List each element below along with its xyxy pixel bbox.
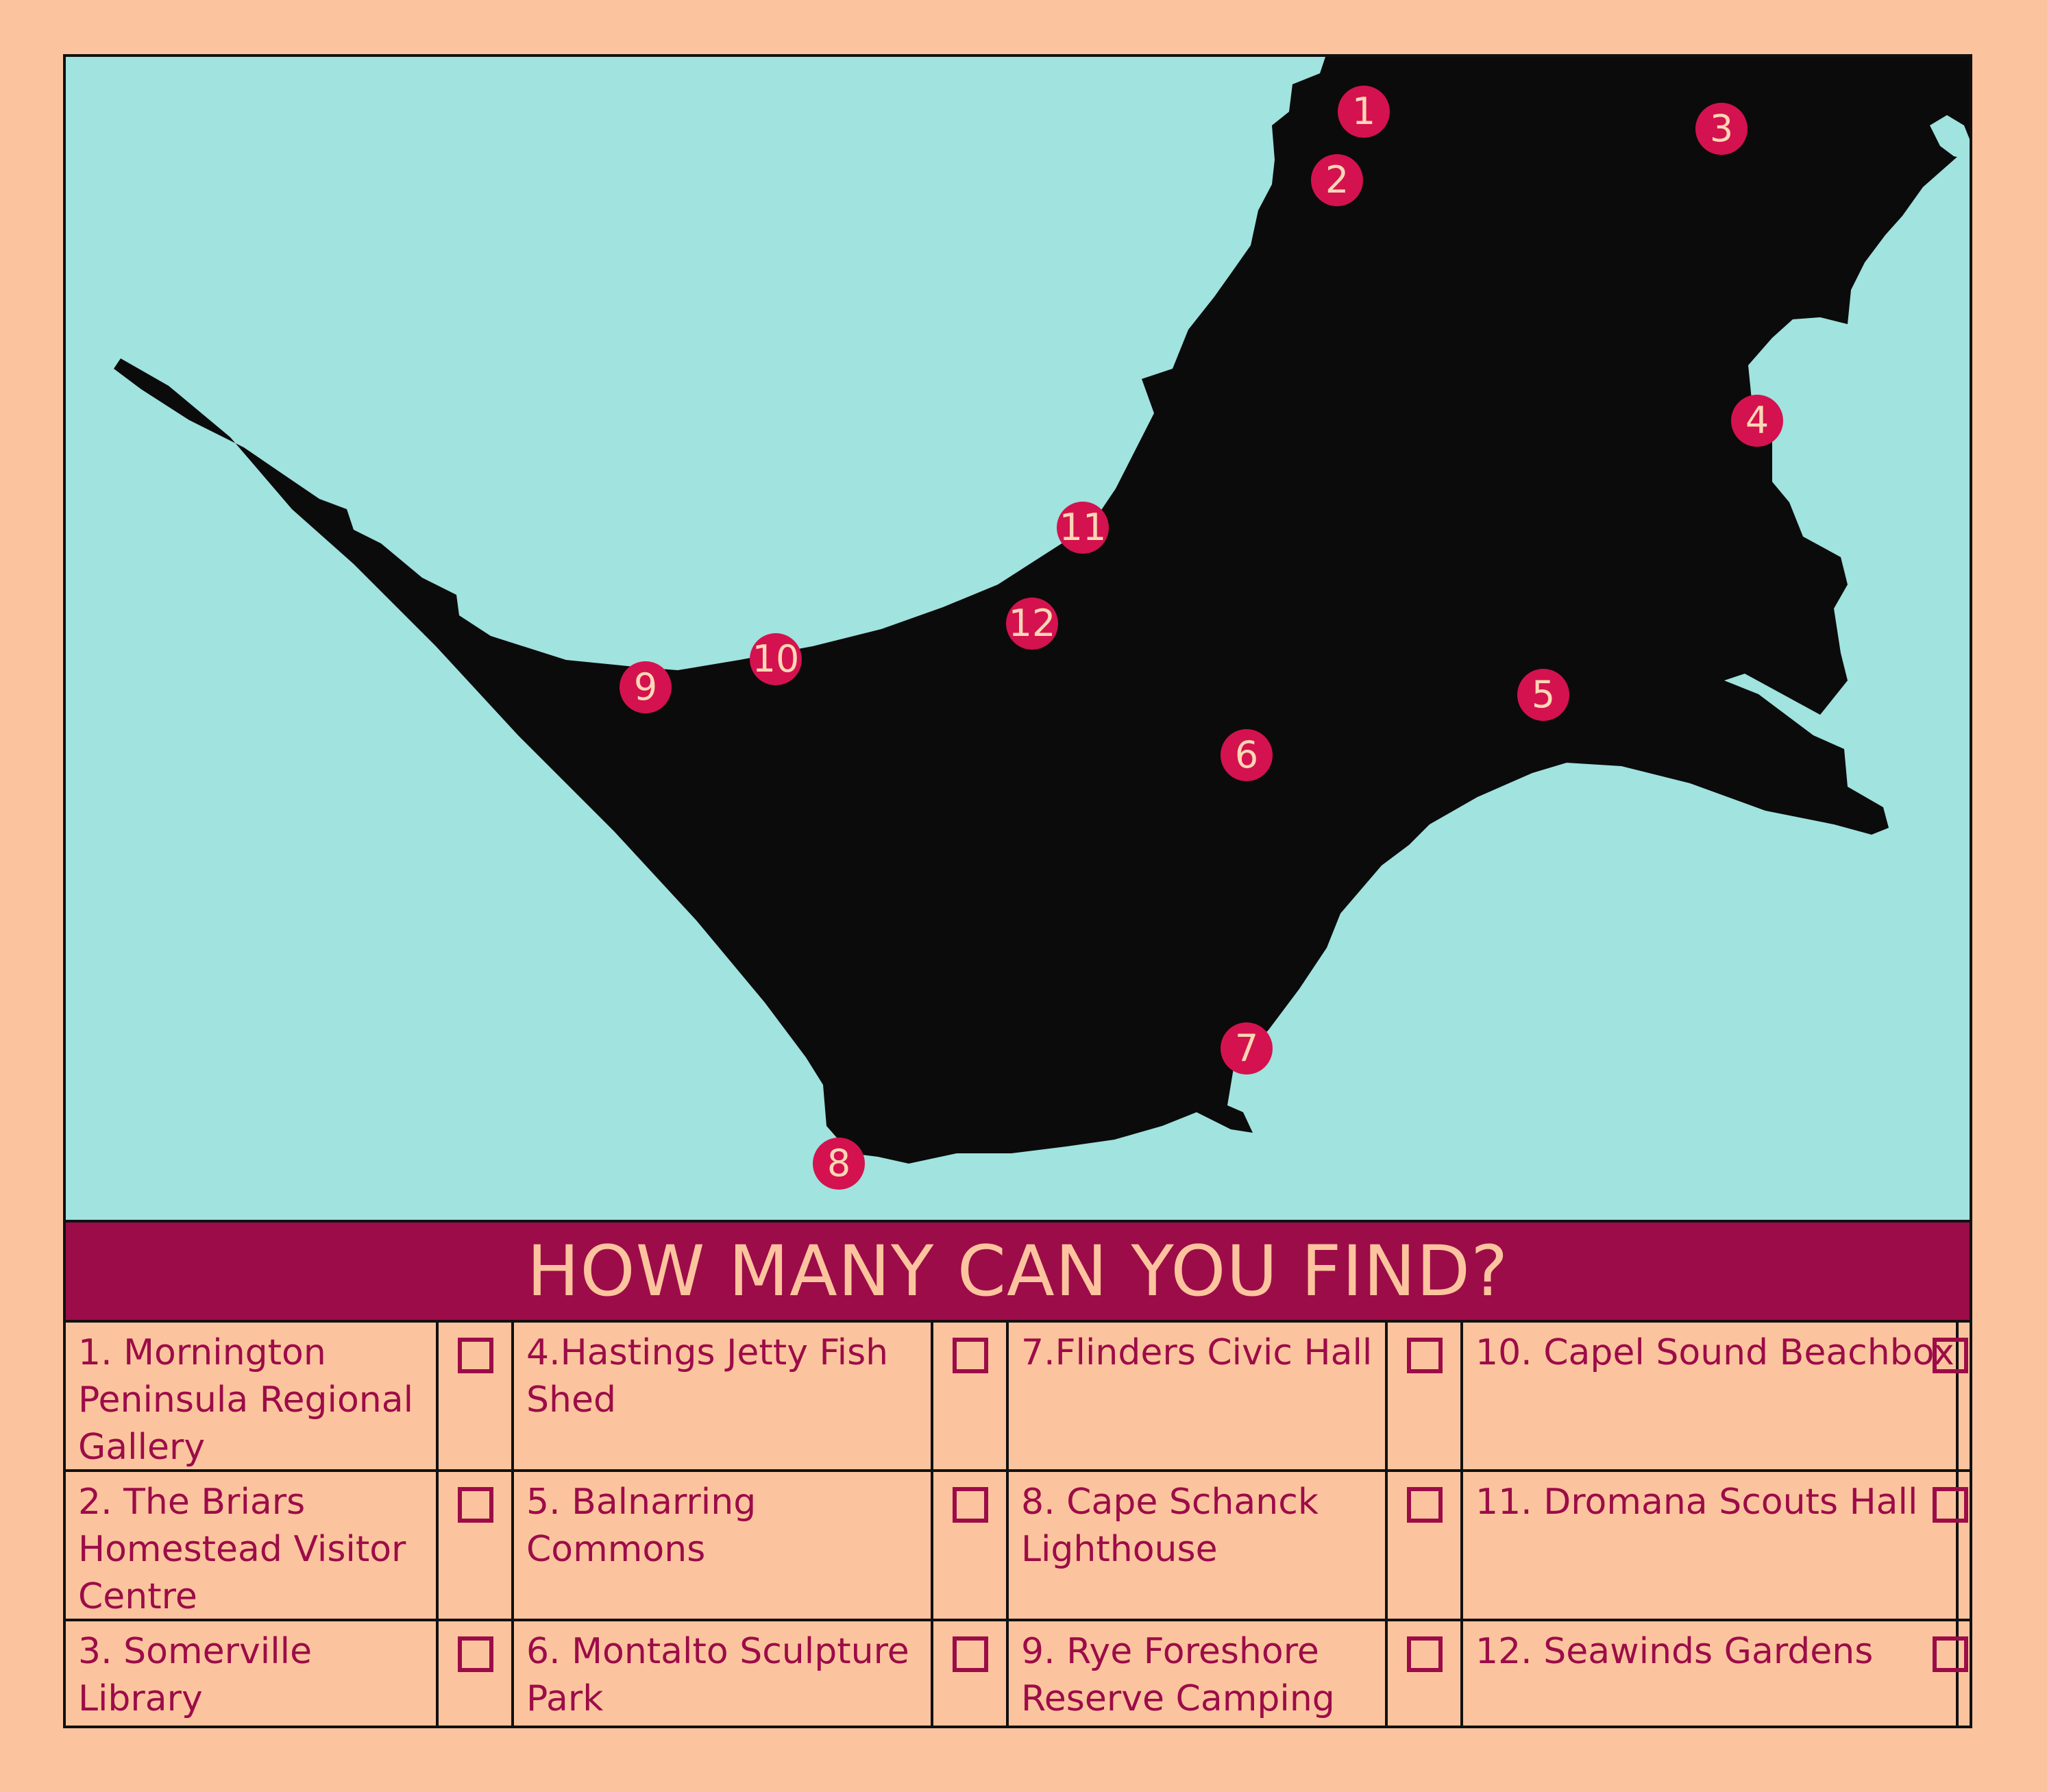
marker-number: 7 [1234, 1027, 1259, 1070]
checkbox[interactable] [953, 1636, 988, 1672]
checklist-label: 3. Somerville Library [78, 1631, 312, 1719]
checkbox[interactable] [1933, 1338, 1968, 1373]
map-marker[interactable]: 9 [620, 661, 672, 713]
map-marker[interactable]: 5 [1517, 669, 1569, 721]
title-banner: HOW MANY CAN YOU FIND? [66, 1220, 1970, 1323]
map-marker[interactable]: 6 [1221, 729, 1273, 781]
map-marker[interactable]: 2 [1311, 154, 1363, 206]
checklist-item: 5. Balnarring Commons [514, 1472, 933, 1621]
checklist-item: 6. Montalto Sculpture Park [514, 1621, 933, 1726]
map-marker[interactable]: 1 [1338, 86, 1390, 138]
checkbox[interactable] [953, 1338, 988, 1373]
marker-number: 12 [1008, 602, 1056, 645]
map-marker[interactable]: 8 [813, 1138, 865, 1190]
marker-number: 10 [752, 637, 800, 680]
marker-number: 9 [633, 665, 658, 709]
checkbox-cell [439, 1621, 514, 1726]
checklist-item: 11. Dromana Scouts Hall [1463, 1472, 1959, 1621]
marker-number: 11 [1059, 506, 1107, 549]
checkbox[interactable] [458, 1636, 493, 1672]
inlet-water [1930, 115, 1970, 160]
checkbox-cell [1933, 1323, 1970, 1472]
checklist-item: 7.Flinders Civic Hall [1009, 1323, 1388, 1472]
checkbox[interactable] [1407, 1487, 1443, 1523]
checkbox[interactable] [458, 1487, 493, 1523]
checkbox[interactable] [458, 1338, 493, 1373]
checklist-label: 6. Montalto Sculpture Park [526, 1631, 909, 1719]
marker-number: 6 [1234, 733, 1259, 776]
checklist-item: 12. Seawinds Gardens [1463, 1621, 1959, 1726]
checklist-grid: 1. Mornington Peninsula Regional Gallery… [66, 1323, 1970, 1726]
checklist-label: 1. Mornington Peninsula Regional Gallery [78, 1332, 414, 1468]
checkbox[interactable] [1407, 1338, 1443, 1373]
checklist-item: 10. Capel Sound Beachbox [1463, 1323, 1959, 1472]
checklist-item: 2. The Briars Homestead Visitor Centre [66, 1472, 439, 1621]
checklist-label: 12. Seawinds Gardens [1475, 1631, 1874, 1672]
checklist-label: 4.Hastings Jetty Fish Shed [526, 1332, 889, 1421]
page-title: HOW MANY CAN YOU FIND? [526, 1230, 1509, 1312]
checkbox-cell [1388, 1323, 1463, 1472]
checklist-label: 11. Dromana Scouts Hall [1475, 1482, 1918, 1523]
checklist-item: 8. Cape Schanck Lighthouse [1009, 1472, 1388, 1621]
marker-number: 8 [826, 1142, 851, 1185]
checkbox-cell [439, 1472, 514, 1621]
marker-number: 3 [1709, 107, 1734, 150]
checklist-item: 4.Hastings Jetty Fish Shed [514, 1323, 933, 1472]
checklist-label: 2. The Briars Homestead Visitor Centre [78, 1482, 406, 1617]
map-marker[interactable]: 10 [750, 633, 802, 685]
map-marker[interactable]: 3 [1695, 103, 1748, 155]
checkbox-cell [1388, 1472, 1463, 1621]
checklist-label: 8. Cape Schanck Lighthouse [1021, 1482, 1319, 1570]
marker-number: 2 [1325, 158, 1349, 201]
map-marker[interactable]: 4 [1731, 395, 1783, 447]
map-marker[interactable]: 7 [1221, 1022, 1273, 1075]
map-marker[interactable]: 12 [1006, 598, 1058, 650]
checkbox-cell [933, 1472, 1009, 1621]
map-marker[interactable]: 11 [1057, 502, 1109, 554]
checkbox[interactable] [953, 1487, 988, 1523]
peninsula-map: 1 2 3 4 5 6 7 8 9 10 11 12 [66, 57, 1970, 1220]
checkbox[interactable] [1933, 1487, 1968, 1523]
checklist-label: 7.Flinders Civic Hall [1021, 1332, 1373, 1373]
checklist-label: 5. Balnarring Commons [526, 1482, 757, 1570]
checkbox-cell [1933, 1472, 1970, 1621]
marker-number: 1 [1351, 90, 1376, 133]
checklist-item: 3. Somerville Library [66, 1621, 439, 1726]
checkbox-cell [933, 1621, 1009, 1726]
checkbox-cell [933, 1323, 1009, 1472]
checkbox-cell [439, 1323, 514, 1472]
checklist-label: 10. Capel Sound Beachbox [1475, 1332, 1954, 1373]
checkbox[interactable] [1407, 1636, 1443, 1672]
checkbox-cell [1388, 1621, 1463, 1726]
checkbox-cell [1933, 1621, 1970, 1726]
checklist-item: 1. Mornington Peninsula Regional Gallery [66, 1323, 439, 1472]
poster-frame: 1 2 3 4 5 6 7 8 9 10 11 12 HOW MANY CAN … [63, 54, 1972, 1728]
checklist-item: 9. Rye Foreshore Reserve Camping [1009, 1621, 1388, 1726]
checkbox[interactable] [1933, 1636, 1968, 1672]
checklist-label: 9. Rye Foreshore Reserve Camping [1021, 1631, 1335, 1719]
marker-number: 4 [1745, 399, 1769, 442]
marker-number: 5 [1531, 673, 1556, 716]
